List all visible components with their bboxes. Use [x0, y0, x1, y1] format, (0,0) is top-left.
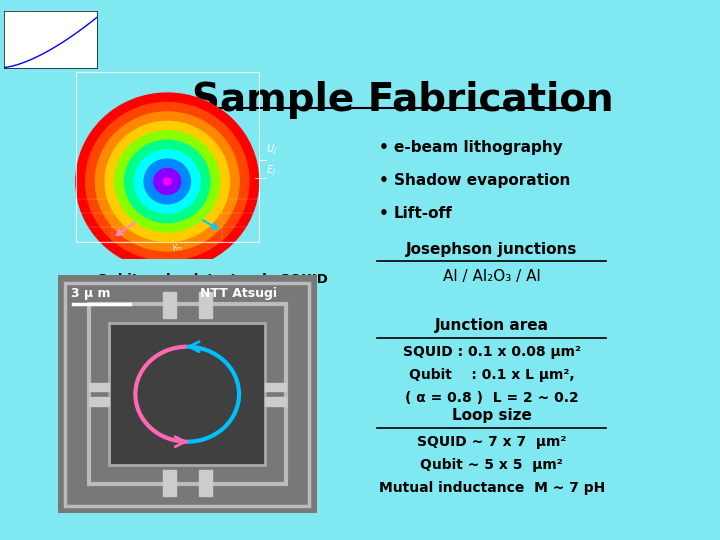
Bar — [109, 323, 265, 465]
Circle shape — [95, 112, 239, 251]
Bar — [89, 397, 109, 406]
Text: $E_J$: $E_J$ — [266, 164, 276, 178]
Bar — [199, 292, 212, 318]
Circle shape — [163, 178, 171, 185]
Circle shape — [135, 150, 200, 213]
Text: $U_J$: $U_J$ — [266, 143, 277, 157]
Bar — [89, 304, 286, 484]
Circle shape — [115, 131, 220, 232]
Text: Shadow evaporation: Shadow evaporation — [394, 173, 570, 188]
Text: SQUID ~ 7 x 7  μm²: SQUID ~ 7 x 7 μm² — [417, 435, 567, 449]
Bar — [89, 383, 109, 391]
Circle shape — [105, 122, 230, 241]
Circle shape — [86, 103, 249, 260]
Text: •: • — [379, 206, 389, 221]
Text: Mutual inductance  M ~ 7 pH: Mutual inductance M ~ 7 pH — [379, 481, 605, 495]
Text: Qubit    : 0.1 x L μm²,: Qubit : 0.1 x L μm², — [409, 368, 575, 382]
Text: 3 μ m: 3 μ m — [71, 287, 110, 300]
Text: •: • — [379, 140, 389, 154]
Text: Al / Al₂O₃ / Al: Al / Al₂O₃ / Al — [443, 268, 541, 284]
Text: •: • — [379, 173, 389, 188]
Text: Qubit ~ 5 x 5  μm²: Qubit ~ 5 x 5 μm² — [420, 458, 563, 472]
Bar — [163, 470, 176, 496]
Text: Qubit and a detector dc-SQUID: Qubit and a detector dc-SQUID — [97, 273, 328, 286]
Text: NTT Atsugi: NTT Atsugi — [200, 287, 277, 300]
Circle shape — [144, 159, 190, 204]
Bar — [265, 383, 286, 391]
Bar — [163, 292, 176, 318]
Text: Sample Fabrication: Sample Fabrication — [192, 82, 613, 119]
Circle shape — [76, 93, 258, 270]
Bar — [265, 397, 286, 406]
Bar — [109, 323, 265, 465]
Text: $\gamma_m$: $\gamma_m$ — [171, 241, 183, 253]
Text: Junction area: Junction area — [435, 319, 549, 333]
Text: e-beam lithography: e-beam lithography — [394, 140, 563, 154]
Text: ( α = 0.8 )  L = 2 ~ 0.2: ( α = 0.8 ) L = 2 ~ 0.2 — [405, 391, 579, 405]
Circle shape — [154, 168, 181, 194]
Text: Lift-off: Lift-off — [394, 206, 453, 221]
Circle shape — [125, 140, 210, 222]
Text: Loop size: Loop size — [452, 408, 531, 423]
Bar — [199, 470, 212, 496]
Text: SQUID : 0.1 x 0.08 μm²: SQUID : 0.1 x 0.08 μm² — [402, 346, 581, 360]
Text: Josephson junctions: Josephson junctions — [406, 241, 577, 256]
